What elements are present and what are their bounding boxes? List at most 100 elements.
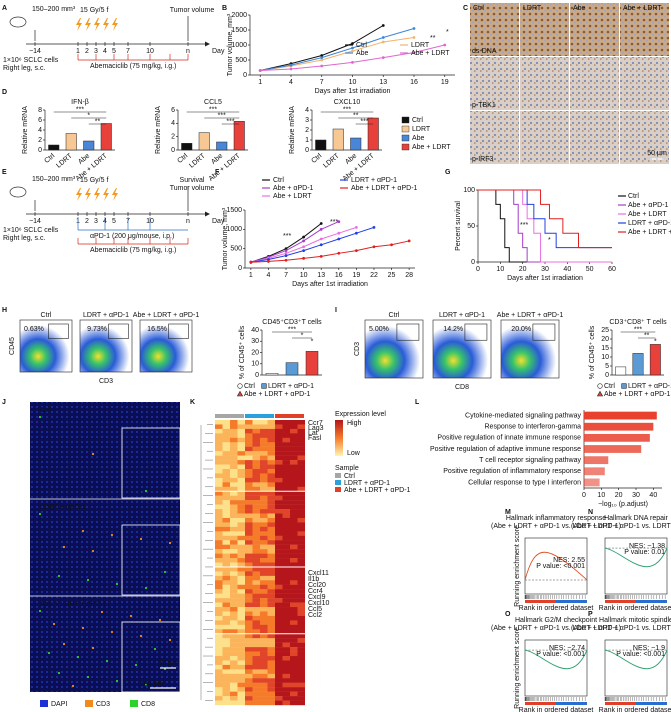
label: 4 (266, 272, 270, 279)
cell-dot (110, 533, 114, 537)
ihc-image (470, 57, 519, 110)
series-line (260, 37, 415, 71)
heat-cell (290, 620, 298, 626)
heat-cell (230, 682, 238, 688)
heat-cell (282, 580, 290, 585)
heat-cell (222, 566, 230, 572)
heat-cell (215, 535, 223, 541)
heat-cell (260, 571, 268, 577)
heat-cell (267, 558, 275, 563)
label: LDRT + αPD-1 (351, 177, 397, 184)
heat-cell (267, 482, 275, 487)
heat-cell (260, 615, 268, 621)
cell-dot (168, 638, 172, 642)
heat-cell (260, 682, 268, 688)
heat-cell (215, 558, 223, 563)
ihc-image (520, 57, 569, 110)
label: Abe + LDRT + αPD-1 (344, 487, 411, 494)
label: 10 (251, 361, 259, 368)
heat-cell (267, 526, 275, 532)
label: 14.2% (443, 326, 463, 333)
label: 13 (317, 272, 325, 279)
heat-cell (252, 647, 260, 652)
cell-dot (139, 634, 143, 638)
heat-cell (252, 642, 260, 648)
heat-cell (282, 464, 290, 470)
heat-cell (230, 517, 238, 523)
heat-cell (297, 522, 305, 528)
label: Tumor volume, mm³ (227, 13, 234, 76)
heat-cell (267, 571, 275, 577)
heat-cell (260, 460, 268, 465)
bar (615, 366, 627, 376)
heat-cell (215, 580, 223, 585)
cell-dot (38, 609, 42, 613)
heat-cell (237, 535, 245, 541)
heat-cell (282, 633, 290, 639)
heat-cell (297, 535, 305, 541)
heat-cell (290, 540, 298, 545)
ihc-image (470, 111, 519, 164)
bar (100, 123, 112, 151)
heat-cell (282, 673, 290, 679)
heat-cell (230, 647, 238, 652)
label: Day (212, 218, 225, 225)
heat-cell (267, 420, 275, 425)
heat-cell (282, 624, 290, 630)
heat-cell (290, 460, 298, 465)
heat-cell (252, 611, 260, 617)
cell-dot (144, 683, 148, 687)
label: NES: −1.38 (629, 543, 665, 550)
label: 1 (258, 79, 262, 86)
heat-cell (260, 482, 268, 487)
heat-cell (237, 544, 245, 550)
heat-cell (290, 589, 298, 594)
heat-cell (215, 651, 223, 657)
series-line (260, 25, 384, 71)
heat-cell (245, 482, 253, 487)
heat-cell (290, 504, 298, 510)
label: 2 (171, 134, 175, 141)
label: Abe + LDRT + αPD-1 (244, 391, 311, 398)
heat-cell (222, 544, 230, 550)
label: Rank in ordered dataset (519, 707, 594, 712)
heat-cell (237, 651, 245, 657)
ihc-image (570, 57, 619, 110)
heat-cell (282, 651, 290, 657)
label: *** (209, 106, 217, 113)
label: n (186, 218, 190, 225)
heat-cell (222, 451, 230, 456)
label: Relative mRNA (22, 106, 29, 154)
label: Relative mRNA (155, 106, 162, 154)
label: Abe (412, 135, 425, 142)
axis-arrow (205, 211, 210, 217)
cell-dot (158, 618, 162, 622)
label: NES: 2.55 (553, 557, 585, 564)
heat-cell (297, 687, 305, 692)
label: 40 (251, 327, 259, 334)
heat-cell (275, 580, 283, 585)
heat-cell (222, 437, 230, 443)
heat-cell (275, 620, 283, 626)
heat-cell (252, 638, 260, 643)
gate (464, 323, 488, 341)
heat-cell (290, 660, 298, 666)
label: 0 (255, 372, 259, 379)
label: 10 (146, 48, 154, 55)
heat-cell (297, 633, 305, 639)
heat-cell (267, 451, 275, 456)
heat-cell (252, 682, 260, 688)
label: Ccr7 (308, 420, 323, 427)
heat-cell (282, 549, 290, 554)
heat-cell (237, 509, 245, 514)
label: Abe (356, 50, 369, 57)
heat-cell (230, 598, 238, 603)
label: Low (347, 450, 361, 457)
heat-cell (267, 437, 275, 443)
heat-cell (267, 611, 275, 617)
inset (121, 621, 181, 693)
heat-cell (267, 460, 275, 465)
heat-cell (260, 437, 268, 443)
heat-cell (260, 580, 268, 585)
heat-cell (245, 607, 253, 612)
